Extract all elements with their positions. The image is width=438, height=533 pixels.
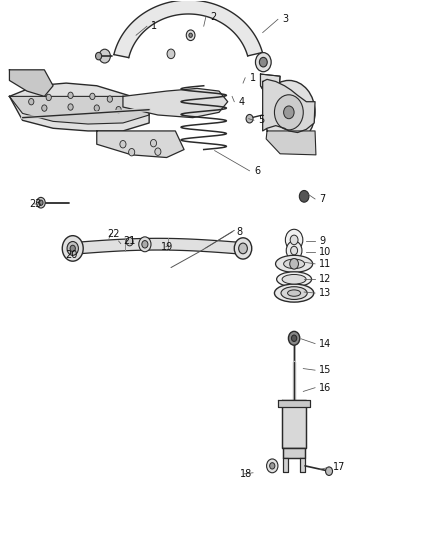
Circle shape: [325, 467, 332, 475]
Ellipse shape: [277, 272, 311, 287]
Text: 11: 11: [319, 259, 332, 269]
Polygon shape: [282, 400, 306, 448]
Circle shape: [299, 190, 309, 202]
Circle shape: [90, 93, 95, 100]
Text: 5: 5: [258, 115, 265, 125]
Ellipse shape: [288, 290, 300, 296]
Polygon shape: [283, 448, 305, 458]
Polygon shape: [278, 400, 310, 407]
Circle shape: [246, 115, 253, 123]
Text: 12: 12: [319, 274, 332, 284]
Polygon shape: [261, 74, 280, 95]
Circle shape: [189, 33, 192, 37]
Text: 18: 18: [240, 469, 252, 479]
Polygon shape: [300, 458, 305, 472]
Text: 1: 1: [250, 73, 256, 83]
Circle shape: [290, 235, 298, 245]
Circle shape: [286, 229, 303, 251]
Circle shape: [239, 243, 247, 254]
Circle shape: [95, 52, 102, 60]
Ellipse shape: [282, 274, 306, 284]
Text: 6: 6: [254, 166, 260, 176]
Polygon shape: [10, 83, 149, 131]
Circle shape: [150, 140, 156, 147]
Text: 13: 13: [319, 288, 332, 298]
Circle shape: [107, 96, 113, 102]
Ellipse shape: [276, 255, 313, 272]
Circle shape: [263, 80, 315, 144]
Text: 1: 1: [151, 21, 157, 31]
Polygon shape: [123, 88, 228, 118]
Circle shape: [68, 104, 73, 110]
Circle shape: [234, 238, 252, 259]
Circle shape: [28, 99, 34, 105]
Circle shape: [286, 241, 302, 260]
Polygon shape: [266, 131, 316, 155]
Text: 15: 15: [319, 365, 332, 375]
Circle shape: [259, 58, 267, 67]
Polygon shape: [97, 131, 184, 158]
Circle shape: [186, 30, 195, 41]
Text: 23: 23: [29, 199, 42, 209]
Circle shape: [290, 259, 298, 269]
Circle shape: [139, 237, 151, 252]
Polygon shape: [114, 0, 262, 58]
Text: 10: 10: [319, 247, 332, 256]
Circle shape: [68, 92, 73, 99]
Text: 7: 7: [319, 194, 326, 204]
Circle shape: [284, 106, 294, 119]
Circle shape: [275, 95, 303, 130]
Circle shape: [62, 236, 83, 261]
Text: 20: 20: [65, 250, 78, 260]
Text: 22: 22: [107, 229, 119, 239]
Circle shape: [290, 246, 297, 255]
Text: 8: 8: [237, 227, 243, 237]
Text: 21: 21: [123, 236, 135, 246]
Circle shape: [291, 335, 297, 342]
Text: 4: 4: [239, 96, 245, 107]
Circle shape: [42, 105, 47, 111]
Circle shape: [36, 197, 45, 208]
Circle shape: [99, 49, 110, 63]
Text: 3: 3: [283, 14, 289, 25]
Polygon shape: [10, 96, 149, 124]
Circle shape: [70, 245, 75, 252]
Circle shape: [46, 94, 51, 101]
Circle shape: [67, 241, 78, 255]
Polygon shape: [10, 70, 53, 96]
Circle shape: [39, 200, 43, 205]
Text: 2: 2: [210, 12, 216, 22]
Ellipse shape: [281, 287, 307, 300]
Circle shape: [267, 459, 278, 473]
Polygon shape: [283, 458, 288, 472]
Ellipse shape: [275, 284, 314, 302]
Circle shape: [120, 141, 126, 148]
Circle shape: [167, 49, 175, 59]
Circle shape: [116, 107, 121, 113]
Ellipse shape: [284, 259, 304, 269]
Text: 19: 19: [161, 242, 173, 252]
Circle shape: [126, 237, 133, 246]
Text: 17: 17: [332, 463, 345, 472]
Text: 9: 9: [319, 236, 325, 246]
Circle shape: [129, 149, 135, 156]
Circle shape: [255, 53, 271, 72]
Circle shape: [142, 240, 148, 248]
Text: 14: 14: [319, 338, 332, 349]
Circle shape: [155, 148, 161, 156]
Circle shape: [288, 332, 300, 345]
Circle shape: [270, 463, 275, 469]
Polygon shape: [263, 79, 315, 133]
Text: 16: 16: [319, 383, 332, 393]
Circle shape: [94, 105, 99, 111]
